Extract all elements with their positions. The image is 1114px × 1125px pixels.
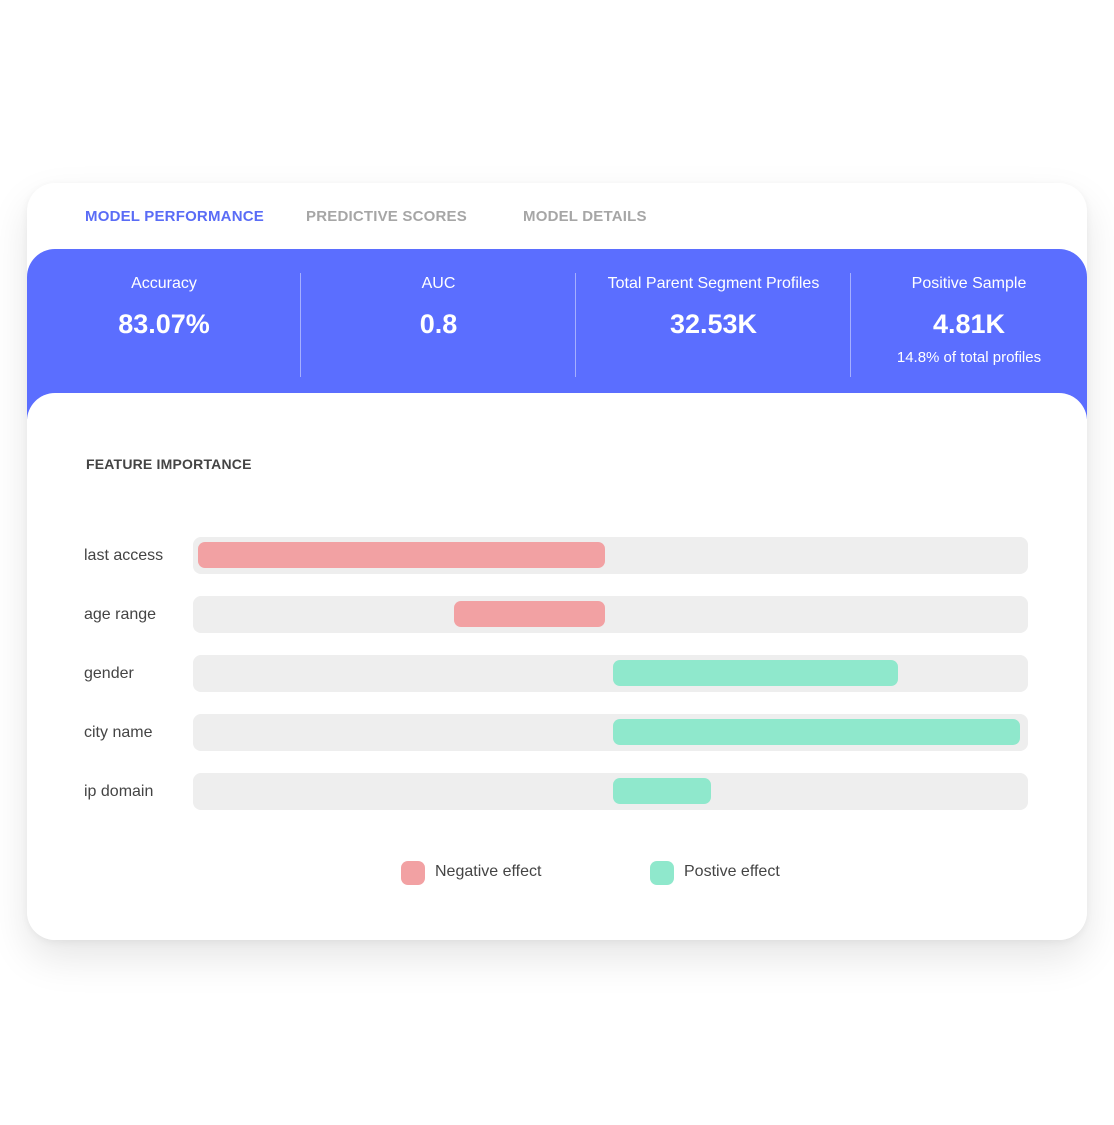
- feature-row: ip domain: [27, 773, 1087, 810]
- feature-track: [193, 596, 1028, 633]
- stat-divider: [300, 273, 301, 377]
- positive-effect-bar: [613, 778, 711, 804]
- legend-label-positive: Postive effect: [684, 863, 780, 880]
- tab-predictive-scores[interactable]: PREDICTIVE SCORES: [306, 208, 467, 225]
- positive-effect-bar: [613, 719, 1020, 745]
- stat-value: 32.53K: [669, 309, 758, 339]
- stat-accuracy: Accuracy 83.07%: [27, 249, 301, 393]
- feature-track: [193, 773, 1028, 810]
- legend-swatch-negative: [401, 861, 425, 885]
- stat-value: 4.81K: [932, 309, 1006, 339]
- feature-row: last access: [27, 537, 1087, 574]
- legend-label-negative: Negative effect: [435, 863, 542, 880]
- tab-model-details[interactable]: MODEL DETAILS: [523, 208, 647, 225]
- stat-value: 0.8: [419, 309, 458, 339]
- feature-label: ip domain: [84, 783, 154, 800]
- feature-track: [193, 537, 1028, 574]
- feature-row: age range: [27, 596, 1087, 633]
- feature-importance-panel: FEATURE IMPORTANCE last access age range g…: [27, 393, 1087, 940]
- tab-bar: MODEL PERFORMANCE PREDICTIVE SCORES MODE…: [27, 183, 1087, 249]
- stat-value: 83.07%: [118, 309, 210, 339]
- stat-divider: [850, 273, 851, 377]
- negative-effect-bar: [198, 542, 605, 568]
- feature-track: [193, 714, 1028, 751]
- positive-effect-bar: [613, 660, 898, 686]
- stat-label: Positive Sample: [911, 275, 1027, 292]
- feature-track: [193, 655, 1028, 692]
- tab-model-performance[interactable]: MODEL PERFORMANCE: [85, 208, 264, 225]
- chart-title: FEATURE IMPORTANCE: [86, 456, 252, 472]
- legend-swatch-positive: [650, 861, 674, 885]
- stat-positive-sample: Positive Sample 4.81K 14.8% of total pro…: [851, 249, 1087, 393]
- stats-panel: Accuracy 83.07% AUC 0.8 Total Parent Seg…: [27, 249, 1087, 419]
- feature-row: gender: [27, 655, 1087, 692]
- stat-total-profiles: Total Parent Segment Profiles 32.53K: [576, 249, 851, 393]
- stat-label: Total Parent Segment Profiles: [607, 275, 820, 292]
- feature-label: city name: [84, 724, 153, 741]
- feature-label: gender: [84, 665, 134, 682]
- stat-label: Accuracy: [131, 275, 197, 292]
- model-card: MODEL PERFORMANCE PREDICTIVE SCORES MODE…: [27, 183, 1087, 940]
- stat-auc: AUC 0.8: [301, 249, 576, 393]
- feature-label: age range: [84, 606, 157, 623]
- stat-subtext: 14.8% of total profiles: [896, 349, 1042, 366]
- stat-divider: [575, 273, 576, 377]
- feature-row: city name: [27, 714, 1087, 751]
- stat-label: AUC: [421, 275, 456, 292]
- feature-label: last access: [84, 547, 164, 564]
- negative-effect-bar: [454, 601, 605, 627]
